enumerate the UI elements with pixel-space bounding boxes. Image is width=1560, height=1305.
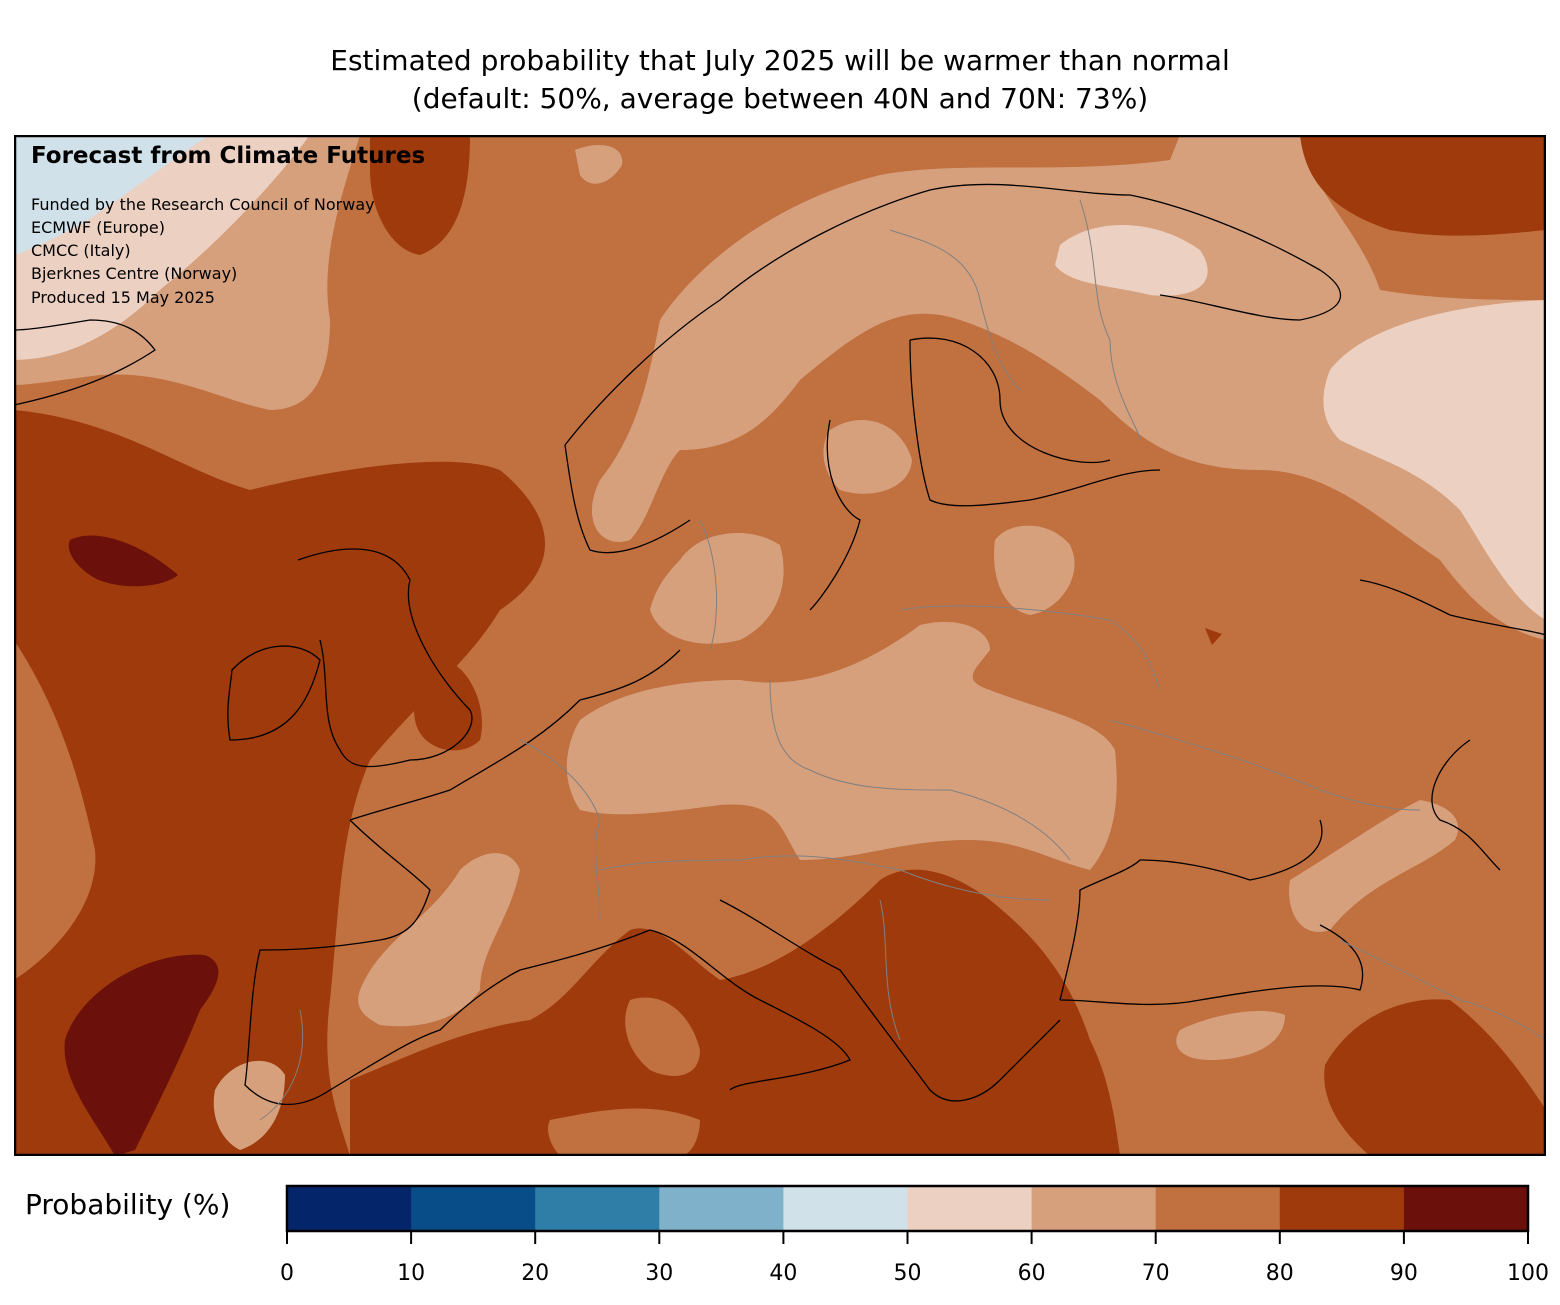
colorbar-segment [1031,1186,1157,1231]
probability-map [14,135,1546,1156]
annotation-line: Funded by the Research Council of Norway [31,195,375,214]
colorbar-segment [411,1186,536,1231]
contour-90-100-atlantic [68,535,178,587]
colorbar-segment [783,1186,908,1231]
contour-60-70-central-europe [566,621,1117,870]
contour-60-70-bothnia [823,420,912,494]
colorbar-segment [1279,1186,1405,1231]
country-borders [259,199,1546,1121]
contour-80-90-russia-spot [1205,628,1222,645]
colorbar-tick-label: 0 [280,1261,294,1286]
contour-60-70-caucasus [1289,800,1459,932]
contour-60-70-iberia-south [213,1060,285,1150]
annotation-line: CMCC (Italy) [31,241,131,260]
map-frame [14,135,1546,1156]
colorbar-tick-label: 90 [1390,1261,1418,1286]
contour-60-70-iberia [358,853,520,1027]
contour-40-50-northwest [14,135,210,255]
colorbar-tick-label: 20 [521,1261,549,1286]
contour-80-90-turkey-east [1324,999,1546,1156]
contour-70-80-sardinia [625,997,700,1076]
annotation-heading: Forecast from Climate Futures [31,143,426,169]
contour-70-80-greece-sea [548,1108,700,1156]
colorbar-segment [535,1186,660,1231]
colorbar-tick-label: 70 [1142,1261,1170,1286]
colorbar-tick-label: 50 [894,1261,922,1286]
contour-60-70-northwest [14,135,360,410]
annotation-line: ECMWF (Europe) [31,218,165,237]
colorbar-tick-label: 60 [1018,1261,1046,1286]
colorbar-tick-label: 100 [1507,1261,1549,1286]
colorbar-tick-label: 30 [645,1261,673,1286]
contour-90-100-iberia-west [64,954,219,1156]
colorbar-segment [659,1186,784,1231]
chart-title-line1: Estimated probability that July 2025 wil… [330,44,1230,77]
annotation-line: Produced 15 May 2025 [31,288,215,307]
contour-80-90-england [413,658,482,751]
contour-60-70-north-atlantic [575,145,623,184]
colorbar-label: Probability (%) [25,1188,231,1221]
colorbar: 0 10 20 30 40 50 60 70 80 90 100 [280,1184,1549,1286]
annotation-line: Bjerknes Centre (Norway) [31,264,238,283]
colorbar-segment [287,1186,412,1231]
colorbar-segment [1155,1186,1281,1231]
colorbar-segment [907,1186,1033,1231]
contour-80-90-mediterranean [350,869,1120,1156]
chart-title-line2: (default: 50%, average between 40N and 7… [411,82,1149,115]
colorbar-segment [1403,1186,1529,1231]
contour-80-90-northeast [1300,135,1546,236]
contour-60-70-denmark [650,533,784,644]
colorbar-tick-label: 40 [769,1261,797,1286]
contour-60-70-turkey [1176,1010,1285,1060]
contour-50-60-kola [1055,225,1208,296]
contour-60-70-scandinavia [591,135,1546,640]
contour-60-70-baltic [994,525,1075,615]
contour-80-90-northsea [370,135,470,255]
colorbar-tick-label: 80 [1266,1261,1294,1286]
colorbar-tick-label: 10 [397,1261,425,1286]
contour-50-60-russia [1323,300,1546,620]
coastlines [14,183,1546,1106]
contour-70-80-russia-north [1380,230,1546,290]
